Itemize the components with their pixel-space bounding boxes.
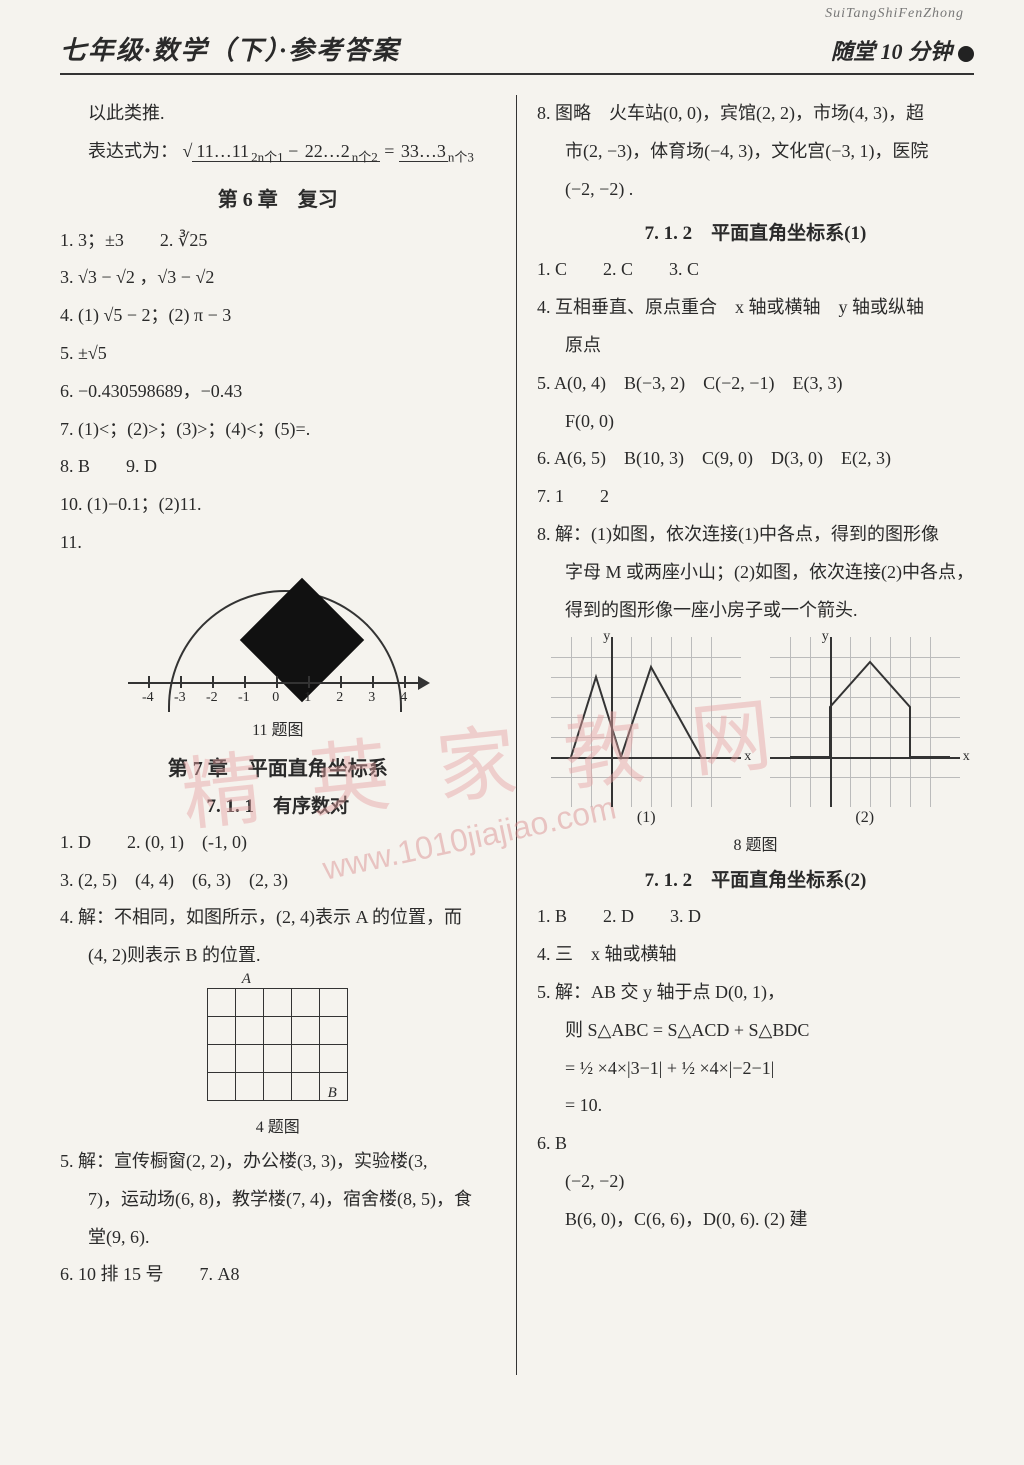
dot-icon bbox=[958, 46, 974, 62]
r8a: 8. 图略 火车站(0, 0)，宾馆(2, 2)，市场(4, 3)，超 bbox=[537, 95, 974, 133]
ans-711-3: 3. (2, 5) (4, 4) (6, 3) (2, 3) bbox=[60, 862, 496, 900]
q8-grid-2: xy bbox=[770, 637, 960, 807]
q8-grid-1: xy bbox=[551, 637, 741, 807]
ans-711-5a: 5. 解：宣传橱窗(2, 2)，办公楼(3, 3)，实验楼(3, bbox=[60, 1143, 496, 1181]
b5d: = 10. bbox=[537, 1087, 974, 1125]
a8a: 8. 解：(1)如图，依次连接(1)中各点，得到的图形像 bbox=[537, 516, 974, 554]
ans-6-10: 10. (1)−0.1；(2)11. bbox=[60, 486, 496, 524]
section-6-title: 第 6 章 复习 bbox=[60, 183, 496, 212]
right-column: 8. 图略 火车站(0, 0)，宾馆(2, 2)，市场(4, 3)，超 市(2,… bbox=[537, 95, 974, 1375]
a4a: 4. 互相垂直、原点重合 x 轴或横轴 y 轴或纵轴 bbox=[537, 289, 974, 327]
column-divider bbox=[516, 95, 517, 1375]
a6: 6. A(6, 5) B(10, 3) C(9, 0) D(3, 0) E(2,… bbox=[537, 440, 974, 478]
ans-6-11: 11. bbox=[60, 524, 496, 562]
intro-formula: 表达式为： √11…112n个1 − 22…2n个2 = 33…3n个3 bbox=[60, 133, 496, 171]
ans-6-4: 4. (1) √5 − 2；(2) π − 3 bbox=[60, 297, 496, 335]
b1: 1. B 2. D 3. D bbox=[537, 898, 974, 936]
ans-711-4a: 4. 解：不相同，如图所示，(2, 4)表示 A 的位置，而 bbox=[60, 899, 496, 937]
left-column: 以此类推. 表达式为： √11…112n个1 − 22…2n个2 = 33…3n… bbox=[60, 95, 496, 1375]
header-title-right: 随堂 10 分钟 bbox=[831, 34, 974, 66]
q4-caption: 4 题图 bbox=[256, 1113, 300, 1137]
a4b: 原点 bbox=[537, 327, 974, 365]
section-7-title: 第 7 章 平面直角坐标系 bbox=[60, 752, 496, 781]
intro-line-1: 以此类推. bbox=[60, 95, 496, 133]
b4: 4. 三 x 轴或横轴 bbox=[537, 936, 974, 974]
a8c: 得到的图形像一座小房子或一个箭头. bbox=[537, 592, 974, 630]
ans-6-5: 5. ±√5 bbox=[60, 335, 496, 373]
q8-figures: xy xy bbox=[537, 637, 974, 807]
ans-6-1: 1. 3；±3 2. ∛25 bbox=[60, 222, 496, 260]
a7: 7. 1 2 bbox=[537, 478, 974, 516]
ans-711-5b: 7)，运动场(6, 8)，教学楼(7, 4)，宿舍楼(8, 5)，食 bbox=[60, 1181, 496, 1219]
ans-711-5c: 堂(9, 6). bbox=[60, 1219, 496, 1257]
a1: 1. C 2. C 3. C bbox=[537, 251, 974, 289]
q11-figure: -4 -3 -2 -1 0 1 2 3 4 11 题图 bbox=[60, 568, 496, 740]
section-712a-title: 7. 1. 2 平面直角坐标系(1) bbox=[537, 218, 974, 245]
b5b: 则 S△ABC = S△ACD + S△BDC bbox=[537, 1012, 974, 1050]
b7a: (−2, −2) bbox=[537, 1163, 974, 1201]
header-blur: SuiTangShiFenZhong bbox=[825, 6, 964, 22]
b5c: = ½ ×4×|3−1| + ½ ×4×|−2−1| bbox=[537, 1050, 974, 1088]
section-712b-title: 7. 1. 2 平面直角坐标系(2) bbox=[537, 865, 974, 892]
section-711-title: 7. 1. 1 有序数对 bbox=[60, 791, 496, 818]
ans-6-3: 3. √3 − √2 ，√3 − √2 bbox=[60, 259, 496, 297]
ans-6-7: 7. (1)<；(2)>；(3)>；(4)<；(5)=. bbox=[60, 411, 496, 449]
header-title-left: 七年级·数学（下）·参考答案 bbox=[60, 30, 400, 67]
ans-6-8: 8. B 9. D bbox=[60, 448, 496, 486]
content-columns: 以此类推. 表达式为： √11…112n个1 − 22…2n个2 = 33…3n… bbox=[60, 95, 974, 1375]
ans-711-6: 6. 10 排 15 号 7. A8 bbox=[60, 1256, 496, 1294]
a5a: 5. A(0, 4) B(−3, 2) C(−2, −1) E(3, 3) bbox=[537, 365, 974, 403]
a5b: F(0, 0) bbox=[537, 403, 974, 441]
b7b: B(6, 0)，C(6, 6)，D(0, 6). (2) 建 bbox=[537, 1201, 974, 1239]
r8b: 市(2, −3)，体育场(−4, 3)，文化宫(−3, 1)，医院 bbox=[537, 133, 974, 171]
ans-711-1: 1. D 2. (0, 1) (-1, 0) bbox=[60, 824, 496, 862]
q11-caption: 11 题图 bbox=[252, 716, 303, 740]
r8c: (−2, −2) . bbox=[537, 171, 974, 209]
ans-711-4b: (4, 2)则表示 B 的位置. bbox=[60, 937, 496, 975]
q4-figure: 4 题图 bbox=[60, 981, 496, 1137]
q8-caption: 8 题图 bbox=[537, 831, 974, 855]
b6: 6. B bbox=[537, 1125, 974, 1163]
b5a: 5. 解：AB 交 y 轴于点 D(0, 1)， bbox=[537, 974, 974, 1012]
q8-pair-labels: (1)(2) bbox=[537, 809, 974, 827]
ans-6-6: 6. −0.430598689，−0.43 bbox=[60, 373, 496, 411]
page-header: 七年级·数学（下）·参考答案 随堂 10 分钟 bbox=[60, 30, 974, 75]
a8b: 字母 M 或两座小山；(2)如图，依次连接(2)中各点， bbox=[537, 554, 974, 592]
